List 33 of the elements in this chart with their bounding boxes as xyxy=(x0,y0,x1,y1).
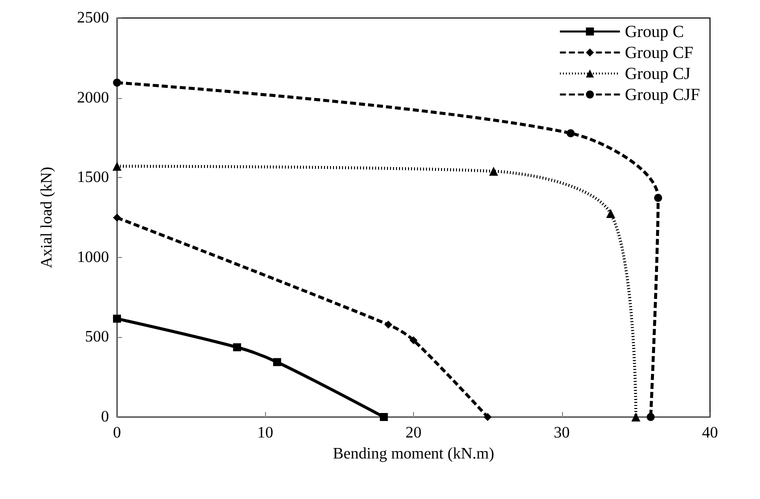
legend-label: Group CJF xyxy=(624,85,700,104)
point xyxy=(484,413,492,421)
point xyxy=(566,129,575,138)
y-tick-label: 2500 xyxy=(77,10,109,26)
point xyxy=(113,78,121,87)
point xyxy=(410,336,418,344)
point xyxy=(384,320,392,329)
y-tick-label: 0 xyxy=(101,408,109,426)
x-tick-label: 10 xyxy=(257,424,274,442)
legend-label: Group CF xyxy=(624,43,694,62)
y-tick-label: 1000 xyxy=(77,248,109,266)
legend-label: Group C xyxy=(624,22,684,41)
y-axis-title: Axial load (kN) xyxy=(38,166,56,268)
point xyxy=(233,343,242,352)
point xyxy=(606,209,616,218)
point xyxy=(112,162,122,171)
point xyxy=(113,314,121,323)
x-axis-title: Bending moment (kN.m) xyxy=(332,445,494,462)
y-tick-label: 2000 xyxy=(77,89,109,106)
point xyxy=(489,166,498,176)
point xyxy=(273,358,282,366)
point xyxy=(380,413,388,421)
legend-label: Group CJ xyxy=(624,64,691,83)
x-tick-label: 20 xyxy=(406,424,422,442)
point xyxy=(646,413,655,421)
point xyxy=(631,412,640,422)
x-tick-label: 40 xyxy=(702,424,718,442)
x-tick-label: 30 xyxy=(554,424,570,442)
x-tick-label: 0 xyxy=(113,424,121,442)
y-tick-label: 500 xyxy=(85,328,109,346)
point xyxy=(113,214,121,222)
y-tick-label: 1500 xyxy=(77,169,109,186)
point xyxy=(654,194,662,202)
